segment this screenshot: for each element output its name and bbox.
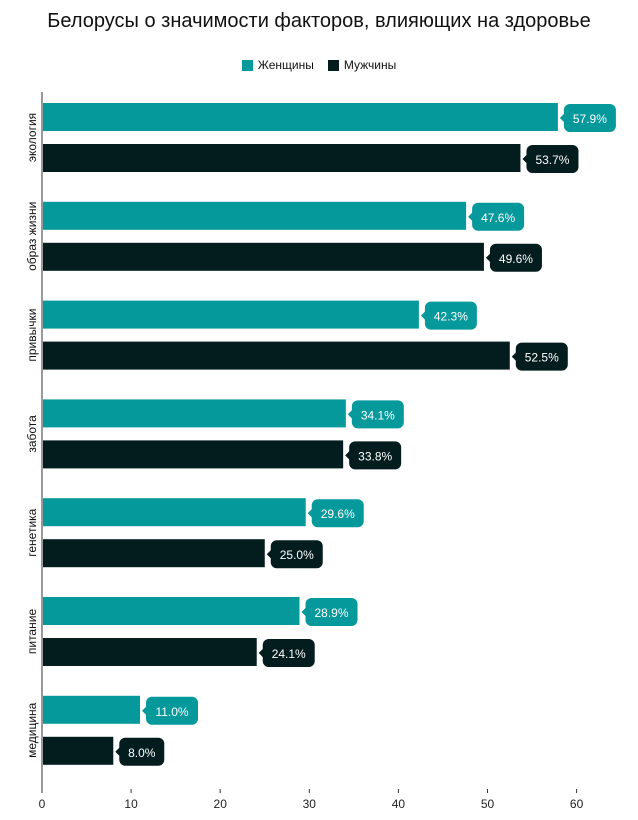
data-label-pointer bbox=[468, 210, 475, 223]
legend: Женщины Мужчины bbox=[0, 58, 638, 72]
category-label: образ жизни bbox=[25, 202, 39, 271]
data-label-badge bbox=[311, 499, 364, 528]
x-tick-label: 20 bbox=[214, 797, 228, 811]
legend-swatch-men bbox=[327, 59, 339, 71]
data-label: 34.1% bbox=[361, 408, 395, 422]
data-label: 25.0% bbox=[280, 548, 314, 562]
data-label: 42.3% bbox=[434, 310, 468, 324]
data-label-pointer bbox=[345, 449, 352, 462]
data-label-badge bbox=[262, 639, 315, 667]
bar-men[interactable] bbox=[43, 341, 510, 370]
data-label-pointer bbox=[115, 745, 122, 758]
data-label-badge bbox=[526, 145, 579, 173]
bar-men[interactable] bbox=[43, 144, 521, 172]
bar-women[interactable] bbox=[43, 695, 141, 724]
data-label: 11.0% bbox=[155, 705, 188, 719]
data-label: 49.6% bbox=[499, 252, 533, 266]
data-label-pointer bbox=[142, 704, 149, 717]
x-tick-label: 30 bbox=[303, 797, 317, 811]
data-label: 53.7% bbox=[535, 153, 569, 167]
data-label-badge bbox=[472, 202, 525, 231]
data-label-badge bbox=[146, 696, 199, 725]
data-label-pointer bbox=[307, 507, 314, 520]
data-label-badge bbox=[351, 400, 404, 429]
bar-women[interactable] bbox=[43, 399, 346, 428]
data-label-badge bbox=[349, 441, 402, 470]
x-tick-label: 50 bbox=[481, 797, 495, 811]
data-label-badge bbox=[270, 540, 323, 569]
data-label-badge bbox=[489, 243, 542, 272]
bar-women[interactable] bbox=[43, 201, 467, 230]
legend-item-women[interactable]: Женщины bbox=[241, 58, 314, 72]
legend-label-men: Мужчины bbox=[343, 58, 397, 72]
data-label-pointer bbox=[522, 153, 529, 165]
bar-men[interactable] bbox=[43, 440, 344, 469]
data-label: 52.5% bbox=[525, 351, 559, 365]
data-label: 8.0% bbox=[128, 746, 156, 760]
category-label: генетика bbox=[25, 508, 39, 556]
data-label: 28.9% bbox=[314, 606, 348, 620]
data-label-pointer bbox=[301, 606, 308, 618]
x-tick-label: 0 bbox=[39, 797, 46, 811]
category-label: питание bbox=[25, 609, 39, 655]
legend-swatch-women bbox=[241, 59, 253, 71]
legend-item-men[interactable]: Мужчины bbox=[327, 58, 397, 72]
data-label-pointer bbox=[266, 548, 273, 561]
bar-women[interactable] bbox=[43, 597, 300, 625]
data-label-badge bbox=[305, 598, 358, 626]
data-label: 29.6% bbox=[321, 507, 355, 521]
category-label: привычки bbox=[25, 309, 39, 362]
x-tick-label: 10 bbox=[124, 797, 138, 811]
chart-title: Белорусы о значимости факторов, влияющих… bbox=[47, 10, 591, 32]
category-label: забота bbox=[25, 415, 39, 453]
data-label: 47.6% bbox=[481, 211, 515, 225]
data-label-pointer bbox=[347, 408, 354, 421]
legend-label-women: Женщины bbox=[257, 58, 314, 72]
x-tick-label: 60 bbox=[570, 797, 584, 811]
data-label-pointer bbox=[258, 647, 265, 659]
bar-women[interactable] bbox=[43, 103, 558, 131]
data-label-pointer bbox=[420, 309, 427, 322]
bar-women[interactable] bbox=[43, 498, 306, 527]
data-label-pointer bbox=[559, 112, 566, 124]
data-label-badge bbox=[515, 342, 568, 371]
data-label-badge bbox=[424, 301, 477, 330]
data-label: 24.1% bbox=[272, 647, 306, 661]
bar-men[interactable] bbox=[43, 736, 114, 765]
data-label-badge bbox=[119, 737, 165, 766]
data-label: 33.8% bbox=[358, 449, 392, 463]
data-label-pointer bbox=[485, 251, 492, 264]
category-label: экология bbox=[25, 113, 39, 162]
data-label-pointer bbox=[511, 350, 518, 363]
bar-men[interactable] bbox=[43, 638, 257, 666]
x-tick-label: 40 bbox=[392, 797, 406, 811]
bar-men[interactable] bbox=[43, 242, 484, 271]
data-label-badge bbox=[563, 104, 616, 132]
data-label: 57.9% bbox=[573, 112, 607, 126]
bar-women[interactable] bbox=[43, 300, 419, 329]
category-label: медицина bbox=[25, 702, 39, 758]
bar-men[interactable] bbox=[43, 539, 265, 568]
